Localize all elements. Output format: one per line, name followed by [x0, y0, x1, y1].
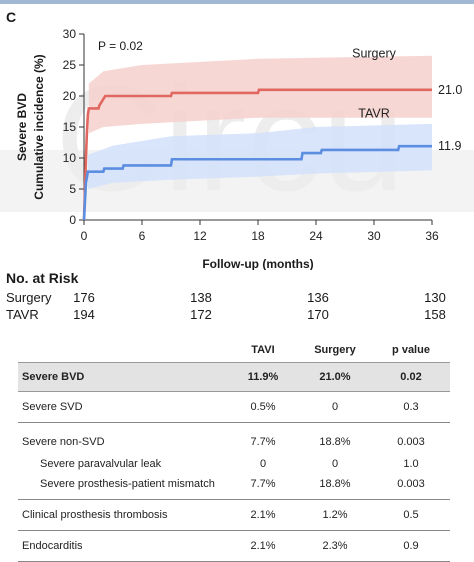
y-tick-label: 30 [63, 27, 77, 41]
row-label: Endocarditis [18, 530, 228, 562]
series-name-label-tavr: TAVR [358, 107, 389, 121]
end-value-label-tavr: 11.9 [438, 139, 461, 153]
risk-row-label-surgery: Surgery [6, 290, 52, 305]
cell-p-value: 1.0 [403, 458, 419, 470]
cell-surgery: 21.0% [298, 362, 372, 392]
cell-surgery: 1.2% [298, 499, 372, 531]
table-row-ppm: Severe prosthesis-patient mismatch 7.7% … [18, 473, 450, 500]
risk-value: 176 [73, 290, 95, 305]
risk-row-label-tavr: TAVR [6, 307, 39, 322]
x-axis-label: Follow-up (months) [202, 257, 313, 270]
x-tick-label: 0 [81, 229, 88, 243]
y-tick-label: 20 [63, 89, 77, 103]
x-tick-label: 30 [367, 229, 381, 243]
cell-surgery: 18.8% [298, 473, 372, 500]
x-tick-label: 18 [251, 229, 265, 243]
series-line-tavr [82, 144, 432, 221]
band-tavr [87, 123, 432, 189]
cell-surgery: 0 [298, 391, 372, 423]
y-tick-label: 5 [69, 182, 76, 196]
cell-tavi: 2.1% [228, 530, 298, 562]
table-row-endocarditis: Endocarditis 2.1% 2.3% 0.9 [18, 530, 450, 562]
risk-value: 172 [190, 307, 212, 322]
cell-p-value: 0.5 [372, 499, 450, 531]
end-value-label-surgery: 21.0 [438, 83, 462, 97]
col-header-p-value: p value [392, 344, 430, 356]
axes: 0 5 10 15 20 25 30 0 6 12 18 24 30 36 [63, 27, 439, 243]
cell-p-value: 0.3 [372, 391, 450, 423]
col-header-tavi: TAVI [251, 344, 275, 356]
row-label: Clinical prosthesis thrombosis [18, 499, 228, 531]
cell-p-value: 0.003 [397, 436, 425, 448]
x-tick-label: 6 [139, 229, 146, 243]
results-table: TAVI Surgery p value Severe BVD 11.9% 21… [18, 338, 450, 562]
table-row-severe-svd: Severe SVD 0.5% 0 0.3 [18, 391, 450, 423]
table-row-severe-bvd: Severe BVD 11.9% 21.0% 0.02 [18, 362, 450, 392]
risk-value: 194 [73, 307, 95, 322]
series-lines [82, 88, 432, 221]
row-label: Severe prosthesis-patient mismatch [18, 473, 228, 500]
row-label: Severe SVD [18, 391, 228, 423]
panel-label: C [6, 9, 16, 25]
cell-tavi: 11.9% [228, 362, 298, 392]
risk-table-title: No. at Risk [6, 270, 79, 286]
x-tick-label: 12 [193, 229, 207, 243]
band-surgery [88, 55, 432, 134]
table-row-paravalvular-leak: Severe paravalvular leak 0 0 1.0 [18, 455, 450, 473]
risk-value: 130 [424, 290, 446, 305]
cell-p-value: 0.003 [372, 473, 450, 500]
cell-p-value: 0.02 [372, 362, 450, 392]
cell-tavi: 0.5% [228, 391, 298, 423]
cell-p-value: 0.9 [372, 530, 450, 562]
cell-surgery: 0 [331, 458, 339, 470]
cell-surgery: 18.8% [319, 436, 351, 448]
confidence-bands [87, 55, 432, 189]
row-label: Severe paravalvular leak [40, 458, 162, 470]
risk-value: 158 [424, 307, 446, 322]
row-label: Severe BVD [18, 362, 228, 392]
cell-surgery: 2.3% [298, 530, 372, 562]
cell-tavi: 2.1% [228, 499, 298, 531]
col-header-surgery: Surgery [314, 344, 356, 356]
series-name-label-surgery: Surgery [352, 47, 397, 61]
cell-tavi: 7.7% [228, 473, 298, 500]
x-tick-label: 36 [425, 229, 439, 243]
cell-tavi: 0 [259, 458, 267, 470]
risk-value: 170 [307, 307, 329, 322]
x-tick-label: 24 [309, 229, 323, 243]
cell-tavi: 7.7% [250, 436, 276, 448]
risk-value: 136 [307, 290, 329, 305]
y-tick-label: 25 [63, 58, 77, 72]
risk-table: No. at Risk Surgery 176 138 136 130 TAVR… [0, 270, 474, 322]
y-tick-label: 0 [69, 213, 76, 227]
table-row-severe-non-svd: Severe non-SVD 7.7% 18.8% 0.003 [18, 423, 450, 456]
y-tick-label: 10 [63, 151, 77, 165]
chart-labels: Surgery 21.0 TAVR 11.9 [352, 47, 462, 154]
row-label: Severe non-SVD [22, 436, 105, 448]
y-axis-label-1: Severe BVD [15, 93, 29, 161]
top-border [0, 0, 474, 4]
y-axis-label-2: Cumulative incidence (%) [32, 54, 46, 199]
results-header-row: TAVI Surgery p value [18, 338, 450, 363]
series-line-surgery [82, 88, 432, 221]
p-value-annotation: P = 0.02 [98, 39, 143, 53]
y-tick-label: 15 [63, 120, 77, 134]
risk-value: 138 [190, 290, 212, 305]
table-row-thrombosis: Clinical prosthesis thrombosis 2.1% 1.2%… [18, 499, 450, 531]
